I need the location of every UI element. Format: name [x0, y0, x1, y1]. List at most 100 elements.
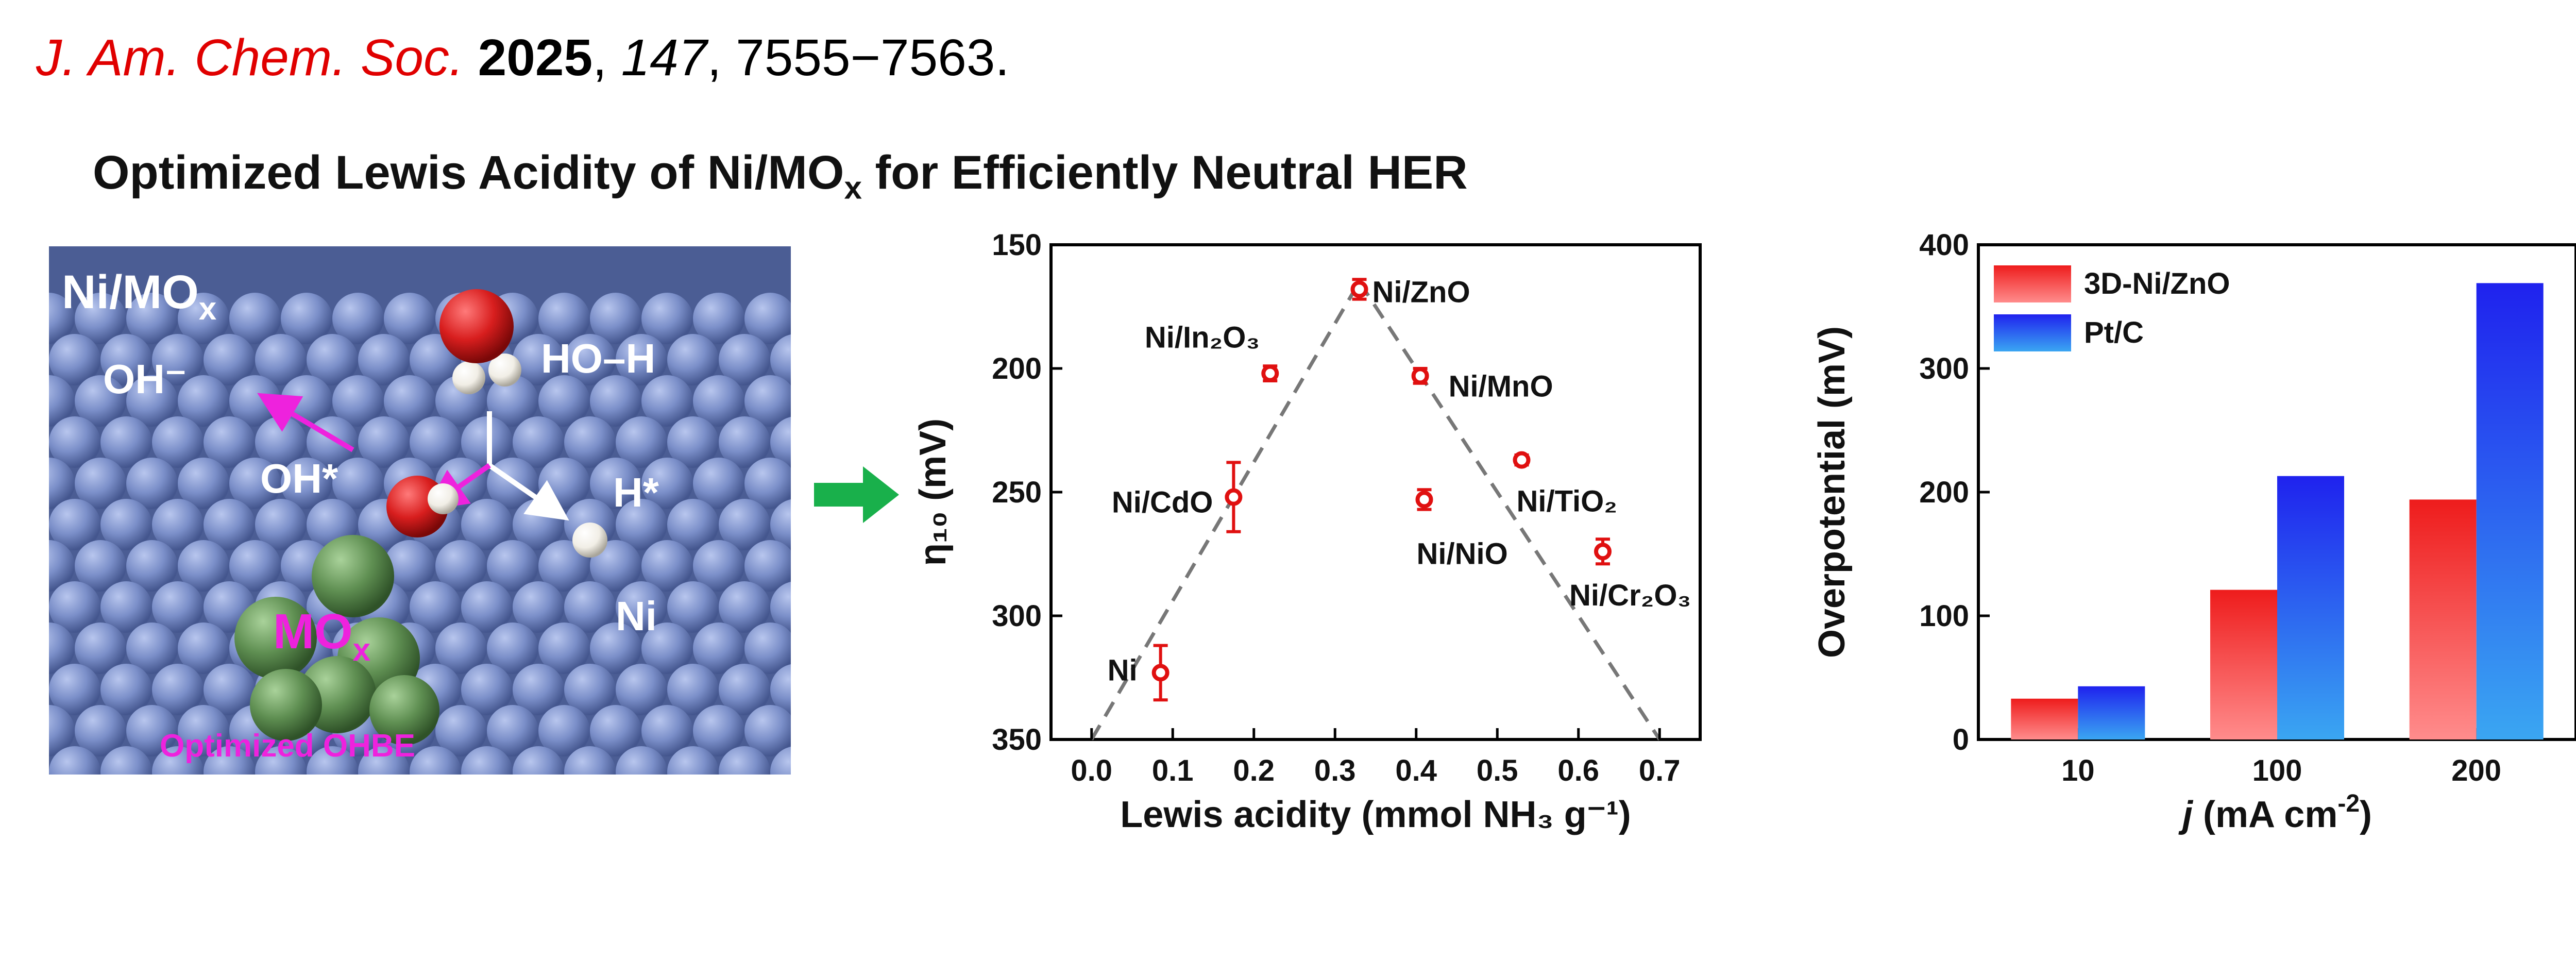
surface-atom — [332, 375, 384, 427]
surface-atom — [693, 458, 744, 509]
surface-atom — [204, 746, 255, 775]
surface-atom — [667, 664, 719, 715]
surface-atom — [667, 746, 719, 775]
surface-atom — [358, 334, 410, 385]
surface-atom — [641, 293, 693, 344]
surface-atom — [435, 622, 487, 674]
surface-atom — [461, 746, 513, 775]
surface-atom — [487, 622, 538, 674]
scatter-y-tick-label: 200 — [992, 352, 1042, 385]
surface-atom — [513, 416, 564, 468]
label-oh-star: OH* — [260, 456, 338, 501]
scatter-point — [1350, 280, 1368, 298]
surface-atom — [49, 746, 100, 775]
surface-atom — [616, 416, 667, 468]
surface-atom — [590, 293, 641, 344]
label-h-star: H* — [613, 469, 659, 515]
surface-atom — [641, 622, 693, 674]
scatter-y-tick-label: 300 — [992, 599, 1042, 633]
surface-atom — [75, 375, 126, 427]
surface-atom — [667, 334, 719, 385]
surface-atom — [358, 746, 410, 775]
label-optimized-ohbe: Optimized OHBE — [160, 728, 415, 764]
surface-atom — [178, 540, 229, 592]
scatter-x-tick-label: 0.3 — [1314, 754, 1356, 787]
scatter-x-tick-label: 0.6 — [1557, 754, 1599, 787]
citation-journal: J. Am. Chem. Soc. — [36, 29, 464, 87]
surface-atom — [49, 293, 75, 344]
scatter-point — [1594, 543, 1612, 561]
scatter-axes: 0.0 0.1 0.2 0.3 0.4 0.5 0.6 0.7 150 200 250 300 350 — [992, 228, 1680, 787]
surface-atom — [513, 664, 564, 715]
surface-atom — [255, 334, 307, 385]
surface-atom — [49, 375, 75, 427]
surface-atom — [564, 664, 616, 715]
surface-atom — [384, 293, 435, 344]
surface-atom — [744, 458, 791, 509]
scatter-x-tick-label: 0.2 — [1233, 754, 1275, 787]
surface-atom — [75, 622, 126, 674]
surface-atom — [616, 334, 667, 385]
legend-label: 3D-Ni/ZnO — [2084, 267, 2230, 300]
surface-atom — [744, 705, 791, 756]
volcano-guide-line — [1358, 281, 1662, 741]
surface-atom — [770, 747, 791, 775]
surface-atom — [667, 499, 719, 550]
surface-atom — [75, 458, 126, 509]
surface-atom — [616, 664, 667, 715]
surface-atom — [229, 540, 281, 592]
surface-atom — [744, 540, 791, 592]
surface-atom — [75, 540, 126, 592]
surface-atom — [152, 664, 204, 715]
surface-atom — [564, 334, 616, 385]
bar — [2011, 698, 2078, 739]
surface-atom — [564, 746, 616, 775]
scatter-point — [1225, 488, 1243, 506]
surface-atom — [152, 746, 204, 775]
surface-atom — [126, 540, 178, 592]
surface-atom — [564, 416, 616, 468]
surface-atom — [358, 416, 410, 468]
surface-atom — [178, 458, 229, 509]
scatter-point-label: Ni/Cr₂O₃ — [1569, 579, 1691, 612]
bar — [2277, 476, 2344, 739]
citation: J. Am. Chem. Soc. 2025, 147, 7555−7563. — [36, 29, 1010, 87]
label-ni: Ni — [616, 593, 657, 639]
bar-y-axis-label: Overpotential (mV) — [1811, 326, 1853, 658]
legend-swatch — [1994, 265, 2071, 302]
surface-atom — [49, 499, 100, 550]
surface-atom — [616, 746, 667, 775]
surface-atom — [487, 705, 538, 756]
bar-x-tick-label: 200 — [2451, 754, 2501, 787]
bar — [2078, 686, 2145, 739]
surface-atom — [641, 458, 693, 509]
bar — [2476, 283, 2544, 739]
surface-atom — [487, 375, 538, 427]
surface-atom — [255, 746, 307, 775]
surface-atom — [100, 581, 152, 633]
surface-atom — [667, 416, 719, 468]
bar — [2210, 590, 2277, 739]
surface-atom — [178, 622, 229, 674]
surface-atom — [744, 622, 791, 674]
surface-atom — [616, 499, 667, 550]
surface-atom — [100, 499, 152, 550]
surface-atom — [719, 416, 770, 468]
surface-atom — [307, 334, 358, 385]
surface-atom — [616, 581, 667, 633]
surface-atom — [770, 582, 791, 632]
surface-atom — [693, 540, 744, 592]
label-oh-minus: OH⁻ — [103, 356, 187, 402]
surface-atom — [770, 664, 791, 715]
legend-label: Pt/C — [2084, 316, 2144, 349]
surface-atom — [204, 334, 255, 385]
surface-atom — [770, 334, 791, 385]
surface-atom — [49, 540, 75, 592]
surface-atom — [719, 334, 770, 385]
surface-atom — [590, 622, 641, 674]
surface-atom — [152, 499, 204, 550]
surface-atom — [693, 705, 744, 756]
bar-y-tick-label: 300 — [1919, 352, 1969, 385]
surface-atom — [538, 622, 590, 674]
bar-x-axis-label: j (mA cm-2) — [2178, 790, 2372, 835]
